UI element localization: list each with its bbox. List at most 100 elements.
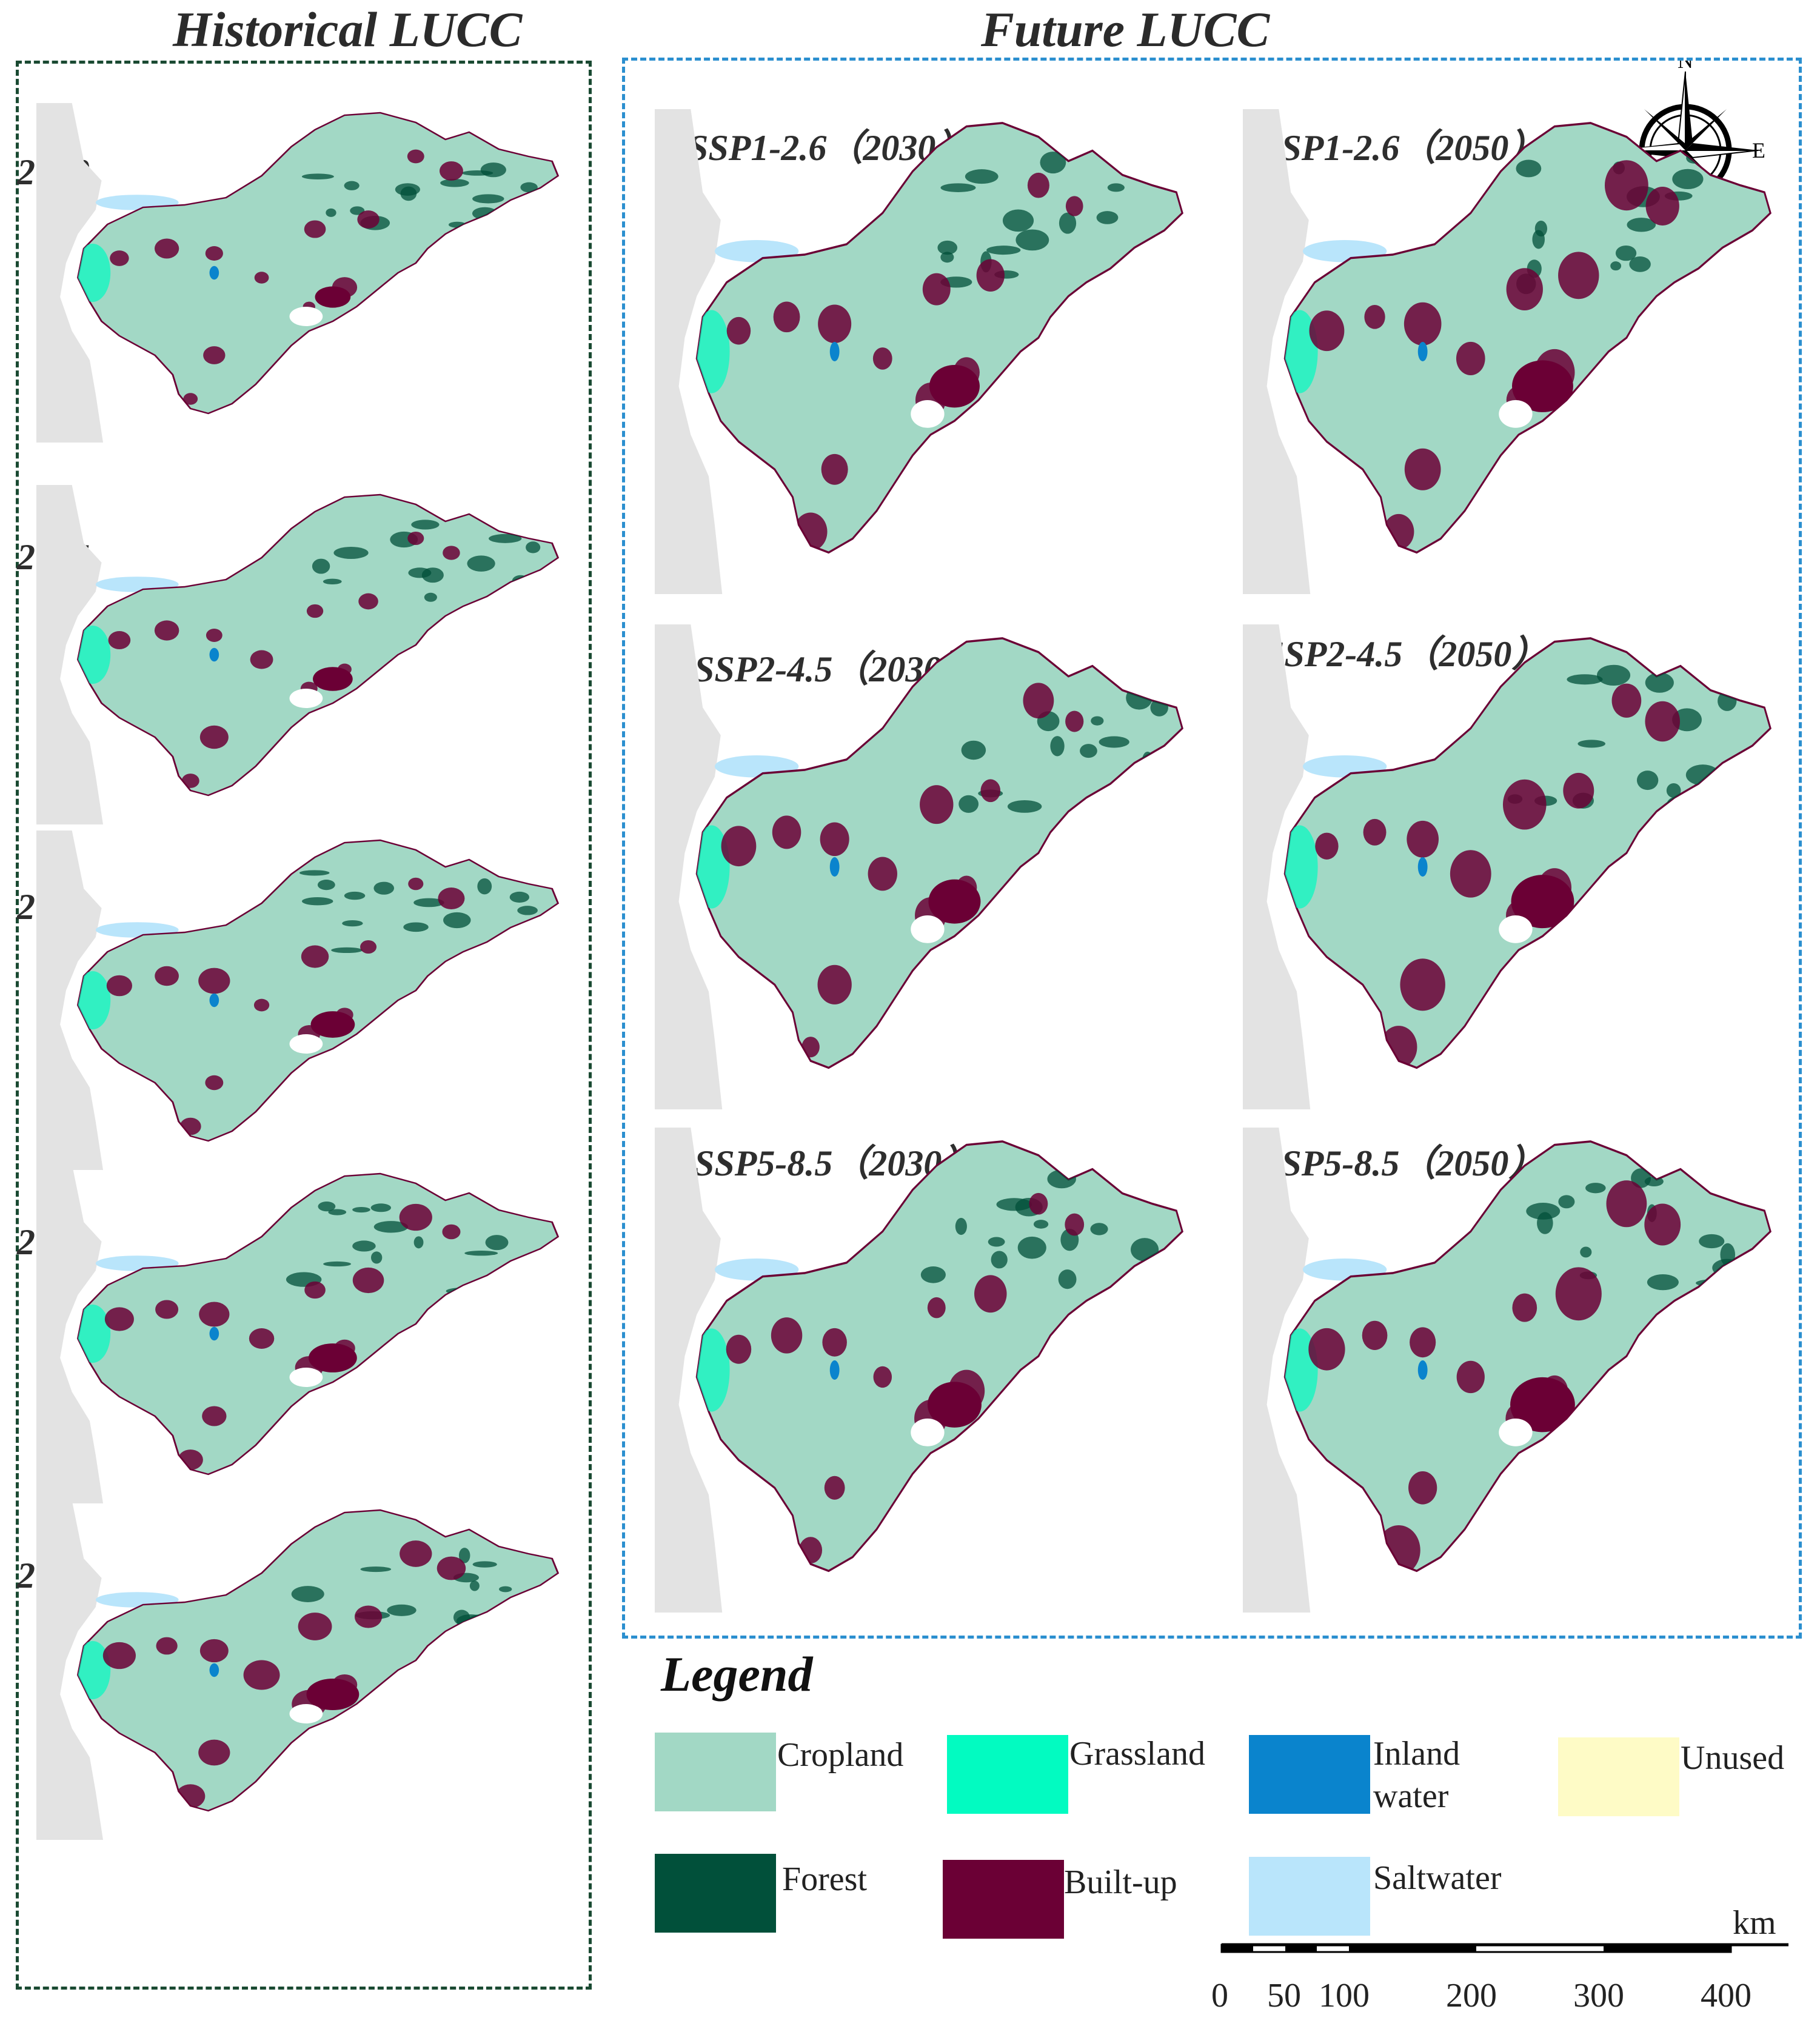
- built-up-cluster: [298, 1613, 332, 1640]
- grassland-patch: [78, 244, 111, 302]
- built-up-cluster: [1400, 958, 1445, 1011]
- forest-patch: [955, 1218, 967, 1235]
- forest-patch: [1126, 686, 1153, 710]
- built-up-cluster: [1502, 779, 1547, 830]
- bay: [289, 1704, 323, 1723]
- built-up-cluster: [824, 1476, 845, 1500]
- future-map-4: [655, 1128, 1183, 1613]
- future-map-label-ssp126-2050: SSP1-2.6（2050）: [1261, 128, 1545, 168]
- built-up-cluster: [354, 1605, 383, 1628]
- built-up-cluster: [801, 1037, 820, 1058]
- forest-patch: [988, 1237, 1005, 1247]
- bay: [1499, 1419, 1533, 1446]
- built-up-cluster: [155, 966, 179, 986]
- built-up-cluster: [1364, 305, 1385, 329]
- historical-map-2015: [36, 1164, 560, 1503]
- forest-patch: [1629, 256, 1651, 272]
- forest-patch: [1734, 772, 1759, 792]
- bay: [911, 400, 945, 428]
- built-up-city: [310, 1011, 355, 1038]
- forest-patch: [1099, 736, 1129, 748]
- built-up-cluster: [1407, 820, 1439, 858]
- forest-patch: [940, 183, 976, 192]
- built-up-cluster: [249, 1328, 275, 1349]
- future-panel-title: Future LUCC: [981, 2, 1270, 57]
- built-up-cluster: [1065, 710, 1084, 732]
- forest-patch: [501, 1623, 528, 1636]
- forest-patch: [1050, 736, 1065, 757]
- forest-patch: [333, 546, 369, 559]
- inland-water-reservoir: [1417, 1360, 1428, 1380]
- built-up-cluster: [1315, 832, 1339, 860]
- cropland-area: [76, 1509, 560, 1812]
- forest-patch: [1718, 691, 1737, 711]
- forest-patch: [373, 1221, 409, 1233]
- built-up-cluster: [1029, 1192, 1048, 1215]
- built-up-cluster: [205, 246, 223, 261]
- cropland-area: [76, 493, 560, 797]
- built-up-city: [1510, 1377, 1575, 1432]
- scale-tick-100: 100: [1319, 1977, 1370, 2014]
- inland-water-reservoir: [1417, 857, 1428, 877]
- built-up-cluster: [199, 1639, 229, 1663]
- built-up-cluster: [439, 161, 463, 181]
- compass-e: E: [1752, 138, 1764, 162]
- built-up-cluster: [872, 347, 892, 370]
- forest-patch: [373, 881, 395, 895]
- built-up-city: [927, 1382, 982, 1428]
- built-up-cluster: [106, 975, 132, 997]
- scale-tick-50: 50: [1267, 1977, 1301, 2014]
- unused-label: Unused: [1681, 1739, 1785, 1777]
- bay: [911, 1419, 945, 1446]
- built-up-cluster: [1383, 513, 1414, 550]
- built-up-cluster: [301, 945, 329, 968]
- forest-patch: [1142, 751, 1154, 772]
- historical-map-2010: [36, 831, 560, 1170]
- forest-patch: [1567, 674, 1603, 685]
- cropland-area: [1283, 637, 1771, 1069]
- built-up-cluster: [922, 273, 951, 306]
- scale-tick-300: 300: [1573, 1977, 1624, 2014]
- forest-patch: [1627, 218, 1656, 232]
- scale-tick-0: 0: [1211, 1977, 1228, 2014]
- forest-patch: [472, 207, 498, 220]
- built-up-cluster: [306, 604, 324, 618]
- forest-patch: [1645, 672, 1674, 693]
- forest-patch: [1015, 229, 1049, 251]
- built-up-cluster: [1645, 701, 1680, 742]
- forest-patch: [352, 1240, 376, 1252]
- grassland-patch: [78, 971, 111, 1029]
- built-up-cluster: [927, 1297, 946, 1319]
- built-up-cluster: [1604, 160, 1648, 211]
- forest-patch: [395, 183, 420, 196]
- built-up-city: [308, 1343, 357, 1372]
- forest-patch: [991, 1251, 1008, 1269]
- forest-patch: [302, 897, 333, 906]
- grassland-patch: [78, 626, 111, 684]
- built-up-cluster: [154, 620, 179, 641]
- built-up-cluster: [437, 1556, 466, 1580]
- forest-patch: [323, 1261, 352, 1267]
- land-background: [1243, 1128, 1311, 1613]
- forest-patch: [1558, 1195, 1575, 1209]
- forest-patch: [1120, 1280, 1143, 1289]
- forest-patch: [1615, 245, 1637, 261]
- grassland-patch: [1285, 310, 1318, 393]
- forest-patch: [413, 1236, 424, 1249]
- inland-water-reservoir: [209, 1326, 219, 1341]
- cropland-area: [695, 122, 1183, 554]
- land-background: [1243, 624, 1311, 1109]
- built-up-cluster: [794, 512, 828, 551]
- inland-water-reservoir: [209, 993, 219, 1008]
- scale-tick-200: 200: [1446, 1977, 1497, 2014]
- grassland-patch: [78, 1305, 111, 1363]
- grassland-patch: [697, 1328, 730, 1412]
- built-up-cluster: [822, 1328, 847, 1357]
- cropland-area: [76, 839, 560, 1142]
- built-up-cluster: [1308, 1328, 1345, 1371]
- forest-patch: [1516, 159, 1542, 178]
- forest-patch: [940, 252, 954, 263]
- built-up-cluster: [1450, 850, 1491, 898]
- built-up-cluster: [202, 1406, 227, 1426]
- built-up-cluster: [721, 826, 757, 867]
